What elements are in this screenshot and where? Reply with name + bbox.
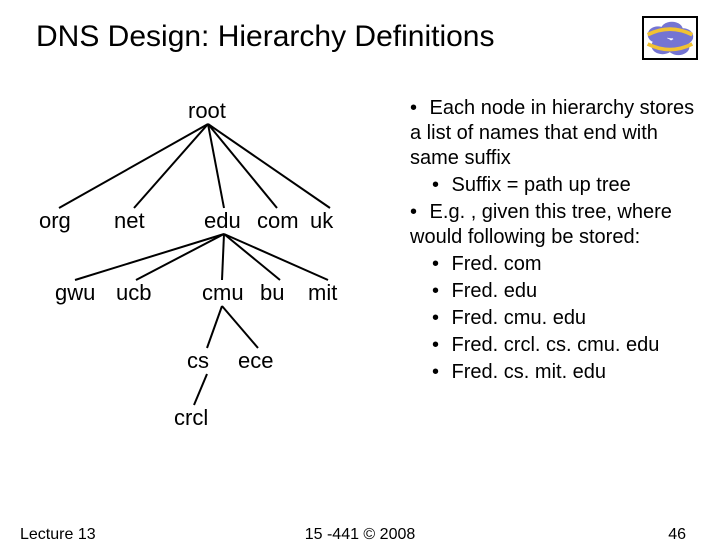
bullet-text: Fred. edu: [446, 280, 537, 302]
cloud-icon: [644, 18, 696, 59]
bullet-item: • Suffix = path up tree: [432, 173, 710, 198]
bullet-item: • Fred. cs. mit. edu: [432, 360, 710, 385]
tree-node-mit: mit: [308, 280, 337, 306]
tree-diagram: root org net educomuk gwuucb cmubumit cs ece crc…: [10, 90, 410, 450]
bullet-item: • Fred. com: [432, 252, 710, 277]
tree-node-gwu: gwu: [55, 280, 95, 306]
bullet-item: • Fred. crcl. cs. cmu. edu: [432, 333, 710, 358]
bullet-text: Fred. com: [446, 253, 542, 275]
tree-node-edu: edu: [204, 208, 241, 234]
bullet-item: • Fred. edu: [432, 279, 710, 304]
footer-center: 15 -441 © 2008: [0, 526, 720, 544]
tree-node-cs: cs: [187, 348, 209, 374]
tree-node-net: net: [114, 208, 145, 234]
bullet-item: • Each node in hierarchy stores a list o…: [410, 96, 710, 171]
tree-node-com: com: [257, 208, 299, 234]
bullet-text: E.g. , given this tree, where would foll…: [410, 201, 672, 248]
bullet-text: Suffix = path up tree: [446, 174, 631, 196]
tree-node-org: org: [39, 208, 71, 234]
tree-node-cmu: cmu: [202, 280, 244, 306]
slide-logo: [642, 16, 698, 60]
bullet-text: Fred. crcl. cs. cmu. edu: [446, 334, 659, 356]
bullet-item: • E.g. , given this tree, where would fo…: [410, 200, 710, 250]
bullet-text: Fred. cs. mit. edu: [446, 361, 606, 383]
tree-node-ece: ece: [238, 348, 273, 374]
tree-node-root: root: [188, 98, 226, 124]
footer-page-number: 46: [668, 526, 686, 544]
tree-node-uk: uk: [310, 208, 333, 234]
tree-node-ucb: ucb: [116, 280, 151, 306]
tree-edges: [10, 90, 410, 450]
slide-title: DNS Design: Hierarchy Definitions: [36, 20, 495, 54]
bullet-list: • Each node in hierarchy stores a list o…: [410, 96, 710, 387]
bullet-text: Fred. cmu. edu: [446, 307, 586, 329]
tree-node-bu: bu: [260, 280, 284, 306]
bullet-text: Each node in hierarchy stores a list of …: [410, 97, 694, 169]
tree-node-crcl: crcl: [174, 405, 208, 431]
bullet-item: • Fred. cmu. edu: [432, 306, 710, 331]
